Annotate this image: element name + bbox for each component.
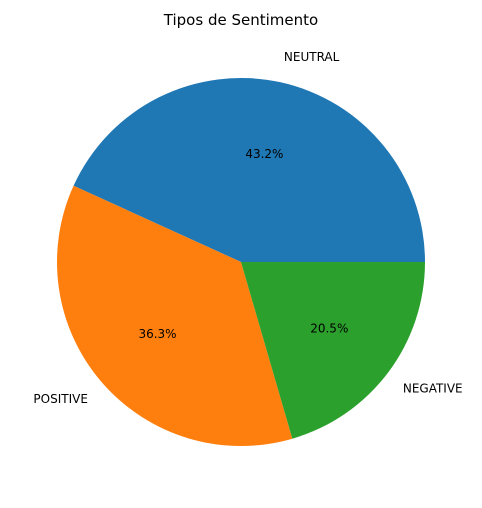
category-label-neutral: NEUTRAL bbox=[284, 50, 340, 64]
pie-slice-positive bbox=[57, 185, 293, 447]
chart-title: Tipos de Sentimento bbox=[163, 11, 318, 29]
percent-label-neutral: 43.2% bbox=[245, 147, 283, 161]
category-label-negative: NEGATIVE bbox=[403, 381, 463, 395]
percent-label-negative: 20.5% bbox=[310, 321, 348, 335]
pie-slice-neutral bbox=[73, 77, 426, 262]
percent-label-positive: 36.3% bbox=[138, 327, 176, 341]
pie-slices bbox=[57, 77, 426, 447]
category-label-positive: POSITIVE bbox=[33, 392, 88, 406]
pie-labels: 43.2% NEUTRAL 36.3% POSITIVE 20.5% NEGATIVE bbox=[33, 50, 462, 406]
pie-slice-negative bbox=[241, 262, 426, 439]
